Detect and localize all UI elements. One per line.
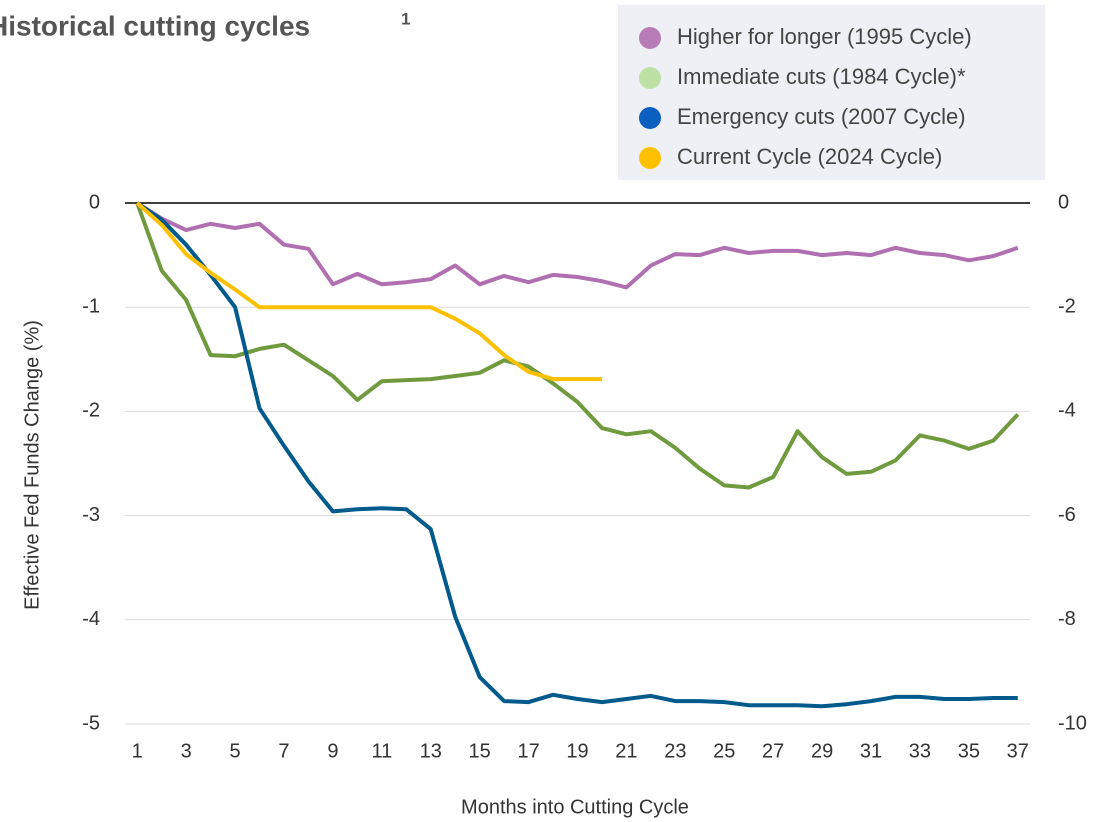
legend-swatch — [639, 67, 661, 89]
x-tick-label: 21 — [615, 740, 637, 762]
x-tick-label: 19 — [566, 740, 588, 762]
legend-swatch — [639, 107, 661, 129]
y-axis-label: Effective Fed Funds Change (%) — [21, 320, 43, 610]
x-tick-label: 17 — [517, 740, 539, 762]
y2-tick-label: 0 — [1058, 191, 1069, 213]
x-tick-label: 5 — [230, 740, 241, 762]
y2-tick-label: -10 — [1058, 712, 1087, 734]
x-tick-label: 27 — [762, 740, 784, 762]
chart-title: Historical cutting cycles — [0, 10, 310, 41]
series-line — [135, 201, 602, 382]
title-superscript: 1 — [401, 9, 410, 28]
y-tick-label: -2 — [82, 400, 100, 422]
y2-tick-label: -6 — [1058, 504, 1076, 526]
series-line — [136, 201, 1018, 709]
y2-tick-label: -2 — [1058, 295, 1076, 317]
x-tick-label: 25 — [713, 740, 735, 762]
y-tick-label: -1 — [82, 295, 100, 317]
x-tick-label: 1 — [132, 740, 143, 762]
legend-label: Current Cycle (2024 Cycle) — [677, 144, 942, 169]
y-tick-label: -5 — [82, 712, 100, 734]
legend-label: Immediate cuts (1984 Cycle)* — [677, 64, 966, 89]
x-tick-label: 35 — [958, 740, 980, 762]
x-tick-label: 11 — [371, 740, 392, 762]
x-tick-label: 3 — [181, 740, 192, 762]
x-tick-label: 29 — [811, 740, 833, 762]
series-line — [136, 201, 1019, 290]
y2-tick-label: -8 — [1058, 608, 1076, 630]
x-tick-label: 37 — [1007, 740, 1029, 762]
legend-box — [618, 5, 1045, 180]
y2-tick-label: -4 — [1058, 400, 1076, 422]
y-tick-label: 0 — [89, 191, 100, 213]
x-axis-label: Months into Cutting Cycle — [461, 796, 689, 818]
x-tick-label: 23 — [664, 740, 686, 762]
x-tick-label: 13 — [420, 740, 442, 762]
legend-swatch — [639, 147, 661, 169]
x-tick-label: 9 — [327, 740, 338, 762]
legend-label: Higher for longer (1995 Cycle) — [677, 24, 972, 49]
x-tick-label: 15 — [469, 740, 491, 762]
series-line — [135, 202, 1020, 490]
legend-label: Emergency cuts (2007 Cycle) — [677, 104, 966, 129]
legend-swatch — [639, 27, 661, 49]
y-tick-label: -4 — [82, 608, 100, 630]
x-tick-label: 31 — [860, 740, 882, 762]
x-tick-label: 7 — [278, 740, 289, 762]
y-tick-label: -3 — [82, 504, 100, 526]
x-tick-label: 33 — [909, 740, 931, 762]
